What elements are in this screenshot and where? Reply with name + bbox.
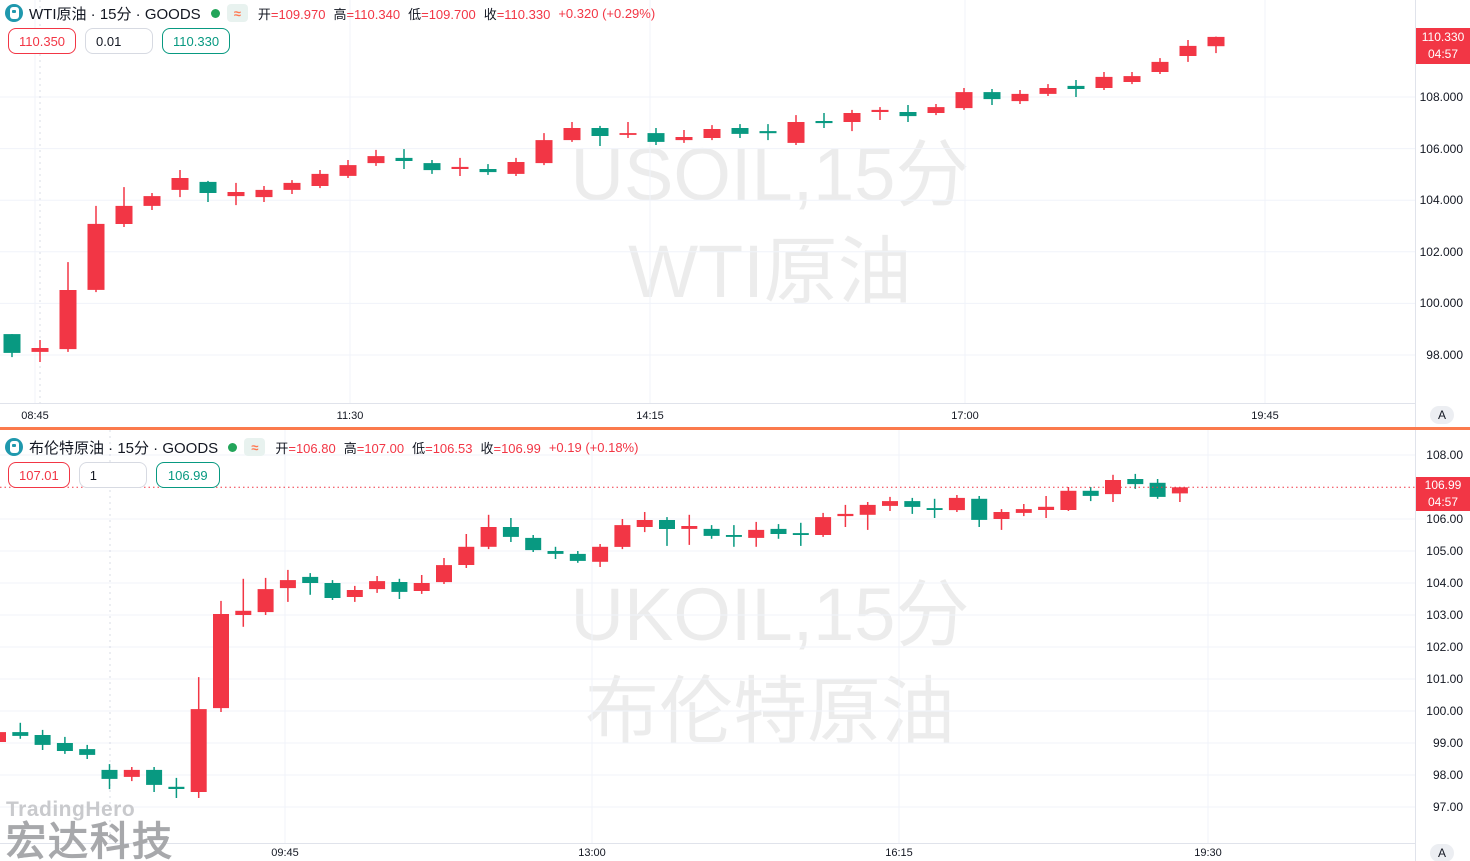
wti-last-price-badge: 110.330 04:57: [1416, 28, 1470, 64]
price-tick-label: 106.00: [1426, 512, 1463, 526]
watermark-name-line: WTI原油: [628, 230, 912, 313]
price-tick-label: 102.000: [1419, 244, 1463, 259]
countdown-timer: 04:57: [1427, 47, 1459, 61]
ohlc-open: 开106.80: [275, 438, 335, 457]
price-tick-label: 108.000: [1419, 90, 1463, 104]
time-tick-label: 16:15: [885, 847, 913, 859]
market-open-dot-icon: [228, 442, 238, 452]
symbol-title[interactable]: 布伦特原油 · 15分 · GOODS: [29, 439, 219, 457]
time-tick-label: 19:30: [1194, 847, 1222, 859]
price-tick-label: 100.00: [1426, 704, 1463, 718]
time-tick-label: 09:45: [271, 847, 299, 859]
time-tick-label: 08:45: [21, 410, 49, 422]
price-tick-label: 98.00: [1432, 768, 1463, 782]
price-tick-label: 98.000: [1426, 348, 1463, 362]
last-price-value: 106.99: [1424, 478, 1462, 492]
brent-candlestick-chart[interactable]: [0, 430, 1415, 843]
symbol-title[interactable]: WTI原油 · 15分 · GOODS: [29, 5, 201, 23]
change-value: +0.320 (+0.29%): [558, 5, 656, 21]
wti-candlestick-chart[interactable]: [0, 0, 1415, 403]
wti-price-axis[interactable]: 108.000 106.000 104.000 102.000 100.000 98.00…: [1415, 0, 1470, 403]
oil-symbol-icon: [5, 438, 23, 456]
price-tick-label: 104.00: [1426, 576, 1463, 590]
price-tick-label: 97.00: [1432, 800, 1463, 814]
wti-trade-buttons: 110.350 0.01 110.330: [8, 28, 239, 54]
buy-price-button[interactable]: 110.330: [162, 28, 231, 54]
ohlc-high: 高110.340: [333, 4, 400, 23]
brent-trade-buttons: 107.01 1 106.99: [8, 462, 229, 488]
time-tick-label: 17:00: [951, 410, 979, 422]
price-tick-label: 100.000: [1419, 296, 1463, 311]
sell-price-button[interactable]: 107.01: [8, 462, 70, 488]
price-tick-label: 106.000: [1419, 141, 1463, 156]
price-tick-label: 108.00: [1426, 448, 1463, 462]
price-axis-column[interactable]: [1415, 0, 1470, 861]
buy-price-button[interactable]: 106.99: [155, 462, 220, 488]
auto-scale-button[interactable]: A: [1430, 406, 1454, 424]
wti-time-axis[interactable]: 08:45 11:30 14:15 17:00 19:45: [0, 403, 1415, 428]
ohlc-open: 开109.970: [258, 4, 326, 23]
ohlc-close: 收110.330: [484, 4, 551, 23]
brent-legend: 布伦特原油 · 15分 · GOODS ≈ 开106.80 高107.00 低1…: [5, 437, 638, 457]
delayed-data-icon: ≈: [226, 4, 248, 22]
oil-symbol-icon: [5, 4, 23, 22]
brand-name-en: TradingHero: [6, 798, 136, 821]
time-tick-label: 14:15: [636, 410, 664, 422]
brent-price-axis[interactable]: 108.00 106.00 105.00 104.00 103.00 102.00 101.…: [1415, 430, 1470, 843]
countdown-timer: 04:57: [1427, 495, 1459, 509]
brand-name-cn: 宏达科技: [6, 820, 174, 861]
spread-button[interactable]: 0.01: [85, 28, 154, 54]
brent-time-axis[interactable]: 09:45 13:00 16:15 19:30: [0, 843, 1415, 861]
price-tick-label: 103.00: [1426, 608, 1463, 622]
ohlc-close: 收106.99: [480, 438, 540, 457]
price-tick-label: 102.00: [1426, 640, 1463, 654]
ohlc-high: 高107.00: [344, 438, 404, 457]
chart-watermark-usoil: USOIL,15分 WTI原油: [571, 126, 970, 320]
sell-price-button[interactable]: 110.350: [8, 28, 77, 54]
brent-last-price-badge: 106.99 04:57: [1416, 477, 1470, 511]
ohlc-low: 低109.700: [408, 4, 476, 23]
ohlc-low: 低106.53: [412, 438, 472, 457]
price-tick-label: 101.00: [1426, 672, 1463, 686]
pane-separator[interactable]: [0, 427, 1470, 430]
last-price-value: 110.330: [1421, 30, 1465, 44]
time-tick-label: 19:45: [1251, 410, 1279, 422]
spread-button[interactable]: 1: [78, 462, 147, 488]
price-tick-label: 104.000: [1419, 193, 1463, 208]
watermark-symbol-line: USOIL,15分: [570, 133, 970, 216]
change-value: +0.19 (+0.18%): [548, 439, 639, 455]
time-tick-label: 11:30: [336, 410, 364, 422]
delayed-data-icon: ≈: [244, 438, 266, 456]
wti-legend: WTI原油 · 15分 · GOODS ≈ 开109.970 高110.340 …: [5, 3, 655, 23]
price-tick-label: 99.00: [1432, 736, 1463, 750]
time-tick-label: 13:00: [578, 847, 606, 859]
market-open-dot-icon: [210, 8, 220, 18]
price-tick-label: 105.00: [1426, 544, 1463, 558]
brand-watermark: TradingHero 宏达科技: [6, 799, 174, 861]
auto-scale-button[interactable]: A: [1430, 844, 1454, 861]
